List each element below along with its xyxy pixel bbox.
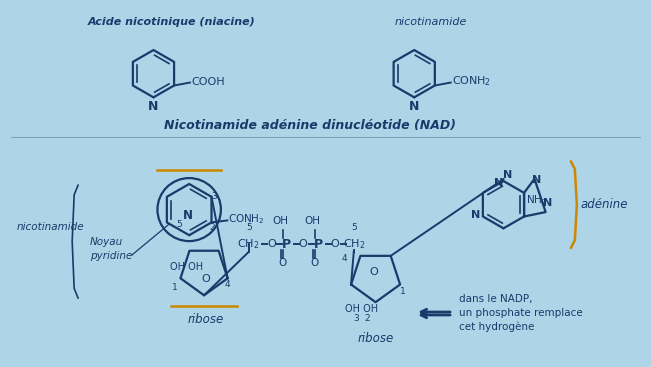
Text: Nicotinamide adénine dinucléotide (NAD): Nicotinamide adénine dinucléotide (NAD) bbox=[164, 119, 456, 132]
Text: OH: OH bbox=[304, 217, 320, 226]
Text: Noyau
pyridine: Noyau pyridine bbox=[90, 237, 132, 261]
Text: 1: 1 bbox=[400, 287, 405, 296]
Text: O: O bbox=[310, 258, 318, 268]
Text: O: O bbox=[278, 258, 286, 268]
Text: O: O bbox=[202, 273, 210, 284]
Text: N: N bbox=[148, 100, 159, 113]
Text: ribose: ribose bbox=[357, 332, 394, 345]
Text: dans le NADP,
un phosphate remplace
cet hydrogène: dans le NADP, un phosphate remplace cet … bbox=[459, 294, 583, 333]
Text: 5: 5 bbox=[351, 223, 357, 232]
Text: N: N bbox=[494, 178, 503, 188]
Text: N: N bbox=[503, 170, 512, 180]
Text: N: N bbox=[183, 209, 193, 222]
Text: N: N bbox=[532, 175, 541, 185]
Text: O: O bbox=[369, 267, 378, 277]
Text: ribose: ribose bbox=[188, 313, 224, 326]
Text: COOH: COOH bbox=[191, 77, 225, 87]
Text: 3: 3 bbox=[212, 192, 217, 201]
Text: 2: 2 bbox=[365, 314, 370, 323]
Text: CONH$_2$: CONH$_2$ bbox=[452, 75, 491, 88]
Text: N: N bbox=[543, 198, 552, 208]
Text: OH: OH bbox=[272, 217, 288, 226]
Text: 2: 2 bbox=[210, 223, 215, 232]
Text: 5: 5 bbox=[246, 223, 251, 232]
Text: O: O bbox=[331, 239, 339, 249]
Text: CH$_2$: CH$_2$ bbox=[342, 237, 365, 251]
Text: adénine: adénine bbox=[581, 198, 628, 211]
Text: nicotinamide: nicotinamide bbox=[395, 17, 467, 26]
Text: 3: 3 bbox=[353, 314, 359, 323]
Text: P: P bbox=[314, 237, 323, 251]
Text: 4: 4 bbox=[342, 254, 348, 263]
Text: P: P bbox=[282, 237, 291, 251]
Text: OH OH: OH OH bbox=[345, 304, 378, 314]
Text: OH OH: OH OH bbox=[170, 262, 202, 272]
Text: N: N bbox=[409, 100, 419, 113]
Text: N: N bbox=[471, 210, 480, 219]
Text: O: O bbox=[267, 239, 276, 249]
Text: 1: 1 bbox=[173, 283, 178, 292]
Text: Acide nicotinique (niacine): Acide nicotinique (niacine) bbox=[87, 17, 255, 26]
Text: CH$_2$: CH$_2$ bbox=[238, 237, 260, 251]
Text: O: O bbox=[299, 239, 307, 249]
Text: nicotinamide: nicotinamide bbox=[17, 222, 84, 232]
Text: 4: 4 bbox=[225, 280, 230, 290]
Text: 5: 5 bbox=[176, 220, 182, 229]
Text: NH$_2$: NH$_2$ bbox=[526, 193, 547, 207]
Text: CONH$_2$: CONH$_2$ bbox=[229, 212, 265, 226]
